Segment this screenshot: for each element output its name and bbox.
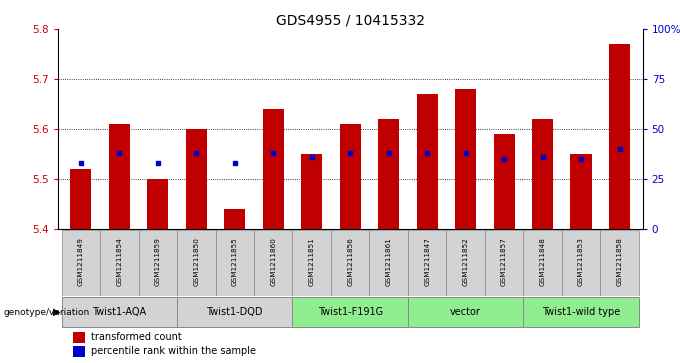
Bar xyxy=(339,124,361,229)
Text: GSM1211853: GSM1211853 xyxy=(578,237,584,286)
Text: Twist1-DQD: Twist1-DQD xyxy=(207,306,263,317)
Text: GSM1211850: GSM1211850 xyxy=(193,237,199,286)
FancyBboxPatch shape xyxy=(177,230,216,296)
Bar xyxy=(70,169,92,229)
Text: Twist1-F191G: Twist1-F191G xyxy=(318,306,383,317)
Text: transformed count: transformed count xyxy=(90,333,182,342)
FancyBboxPatch shape xyxy=(408,298,524,327)
Text: GSM1211861: GSM1211861 xyxy=(386,237,392,286)
FancyBboxPatch shape xyxy=(292,230,331,296)
Text: GSM1211859: GSM1211859 xyxy=(155,237,161,286)
Bar xyxy=(73,332,85,343)
FancyBboxPatch shape xyxy=(562,230,600,296)
FancyBboxPatch shape xyxy=(600,230,639,296)
FancyBboxPatch shape xyxy=(100,230,139,296)
FancyBboxPatch shape xyxy=(446,230,485,296)
Bar xyxy=(571,154,592,229)
Text: GSM1211849: GSM1211849 xyxy=(78,237,84,286)
Bar xyxy=(494,134,515,229)
Bar xyxy=(455,89,476,229)
Bar xyxy=(532,119,553,229)
Text: GSM1211854: GSM1211854 xyxy=(116,237,122,286)
Text: GSM1211848: GSM1211848 xyxy=(539,237,545,286)
FancyBboxPatch shape xyxy=(292,298,408,327)
FancyBboxPatch shape xyxy=(524,298,639,327)
Title: GDS4955 / 10415332: GDS4955 / 10415332 xyxy=(275,14,425,28)
Text: GSM1211852: GSM1211852 xyxy=(462,237,469,286)
Bar xyxy=(224,209,245,229)
Text: vector: vector xyxy=(450,306,481,317)
Bar xyxy=(417,94,438,229)
FancyBboxPatch shape xyxy=(408,230,446,296)
Bar xyxy=(262,109,284,229)
FancyBboxPatch shape xyxy=(62,230,100,296)
Text: GSM1211855: GSM1211855 xyxy=(232,237,238,286)
Text: GSM1211857: GSM1211857 xyxy=(501,237,507,286)
Text: GSM1211847: GSM1211847 xyxy=(424,237,430,286)
FancyBboxPatch shape xyxy=(485,230,524,296)
Bar xyxy=(148,179,169,229)
Bar xyxy=(186,129,207,229)
FancyBboxPatch shape xyxy=(139,230,177,296)
Bar xyxy=(73,346,85,357)
Bar xyxy=(109,124,130,229)
FancyBboxPatch shape xyxy=(331,230,369,296)
Text: GSM1211860: GSM1211860 xyxy=(270,237,276,286)
FancyBboxPatch shape xyxy=(216,230,254,296)
Text: Twist1-wild type: Twist1-wild type xyxy=(542,306,620,317)
FancyBboxPatch shape xyxy=(177,298,292,327)
Text: GSM1211856: GSM1211856 xyxy=(347,237,353,286)
Bar xyxy=(301,154,322,229)
FancyBboxPatch shape xyxy=(524,230,562,296)
Text: ▶: ▶ xyxy=(53,307,61,317)
Text: Twist1-AQA: Twist1-AQA xyxy=(92,306,146,317)
Text: percentile rank within the sample: percentile rank within the sample xyxy=(90,346,256,356)
Bar xyxy=(378,119,399,229)
FancyBboxPatch shape xyxy=(254,230,292,296)
FancyBboxPatch shape xyxy=(369,230,408,296)
Text: genotype/variation: genotype/variation xyxy=(3,308,90,317)
Text: GSM1211851: GSM1211851 xyxy=(309,237,315,286)
Text: GSM1211858: GSM1211858 xyxy=(617,237,622,286)
Bar xyxy=(609,44,630,229)
FancyBboxPatch shape xyxy=(62,298,177,327)
